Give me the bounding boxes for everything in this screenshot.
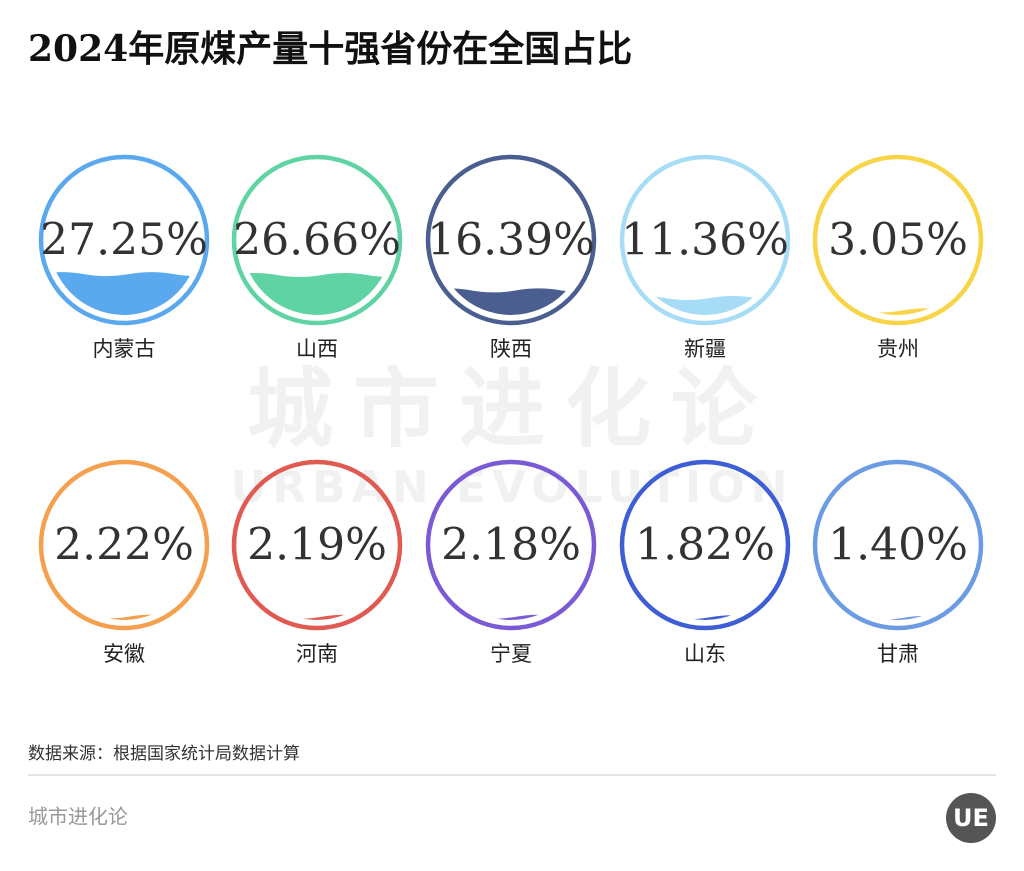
category-label: 贵州 xyxy=(877,337,919,361)
value-label: 27.25% xyxy=(40,215,208,266)
category-label: 新疆 xyxy=(684,337,726,361)
value-label: 3.05% xyxy=(828,215,968,266)
footer-brand: 城市进化论 xyxy=(28,805,128,829)
watermark-subtitle: URBAN EVOLUTION xyxy=(231,462,794,513)
gauge-ring xyxy=(231,459,403,631)
gauge-ring xyxy=(812,459,984,631)
category-label: 陕西 xyxy=(490,337,532,361)
gauge-ring xyxy=(619,459,791,631)
value-label: 2.18% xyxy=(441,520,581,571)
value-label: 1.40% xyxy=(828,520,968,571)
category-label: 安徽 xyxy=(103,642,145,666)
value-label: 2.22% xyxy=(54,520,194,571)
value-label: 26.66% xyxy=(233,215,401,266)
gauge-ring xyxy=(812,154,984,326)
gauge-ring xyxy=(425,154,597,326)
value-label: 16.39% xyxy=(427,215,595,266)
category-label: 山西 xyxy=(296,337,338,361)
gauge-ring xyxy=(38,154,210,326)
category-label: 河南 xyxy=(296,642,338,666)
category-label: 内蒙古 xyxy=(93,337,156,361)
value-label: 1.82% xyxy=(635,520,775,571)
logo-text: UE xyxy=(953,804,989,832)
category-label: 山东 xyxy=(684,642,726,666)
gauge-ring xyxy=(619,154,791,326)
watermark-title: 城市进化论 xyxy=(247,359,777,459)
gauge-ring xyxy=(425,459,597,631)
source-note: 数据来源：根据国家统计局数据计算 xyxy=(28,744,300,764)
gauge-ring xyxy=(231,154,403,326)
gauge-ring xyxy=(38,459,210,631)
chart-title: 2024年原煤产量十强省份在全国占比 xyxy=(28,28,632,70)
value-label: 11.36% xyxy=(621,215,789,266)
category-label: 甘肃 xyxy=(877,642,919,666)
logo-badge xyxy=(946,793,996,843)
category-label: 宁夏 xyxy=(490,642,532,666)
value-label: 2.19% xyxy=(247,520,387,571)
